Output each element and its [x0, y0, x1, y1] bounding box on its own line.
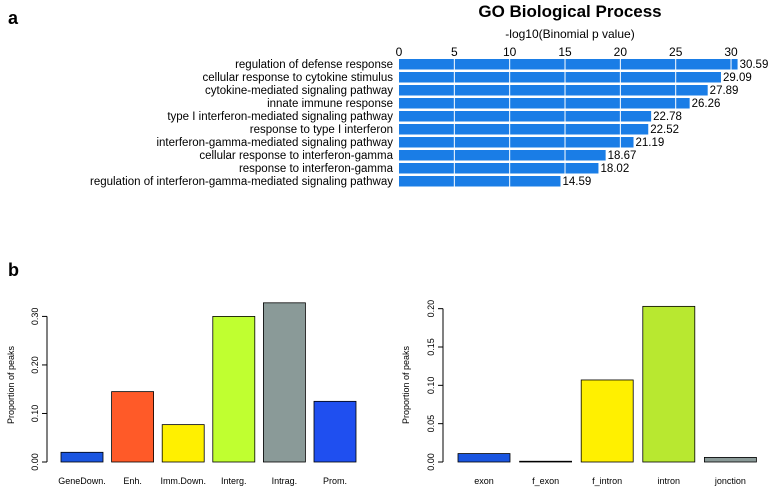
go-chart-bars: [399, 59, 738, 187]
left-chart-y-tick-label: 0.30: [30, 308, 40, 326]
go-value-label: 14.59: [562, 176, 591, 188]
left-chart-y-tick-label: 0.00: [30, 453, 40, 471]
go-bar: [399, 85, 708, 96]
left-chart-bar: [111, 391, 154, 463]
left-chart-bar: [212, 316, 256, 463]
go-bar: [399, 59, 738, 70]
panel-letter-b: b: [8, 260, 19, 280]
go-term-label: cellular response to cytokine stimulus: [203, 72, 394, 84]
go-term-label: regulation of defense response: [235, 59, 393, 71]
go-x-tick-label: 30: [724, 45, 738, 59]
right-chart-bar: [704, 456, 757, 463]
right-chart-y-tick-label: 0.00: [426, 453, 436, 471]
go-term-label: cellular response to interferon-gamma: [199, 150, 393, 162]
left-chart-bar: [262, 302, 306, 463]
go-bar: [399, 72, 721, 83]
left-chart-bar: [60, 451, 104, 463]
go-x-tick-label: 15: [558, 45, 572, 59]
right-chart-bar: [457, 453, 511, 463]
go-chart-gridlines: [453, 59, 732, 187]
right-chart-category-label: f_exon: [532, 476, 559, 486]
go-x-tick-label: 10: [503, 45, 517, 59]
right-chart-y-tick-label: 0.10: [426, 377, 436, 395]
right-chart-y-tick-label: 0.20: [426, 300, 436, 318]
go-bar: [399, 98, 690, 109]
go-chart-title: GO Biological Process: [478, 2, 661, 21]
go-value-label: 26.26: [692, 98, 721, 110]
go-bar: [399, 176, 561, 187]
right-chart-ylabel: Proportion of peaks: [401, 345, 411, 424]
right-chart-category-label: jonction: [714, 476, 746, 486]
go-value-label: 22.78: [653, 111, 682, 123]
right-chart-y-tick-label: 0.15: [426, 338, 436, 356]
left-chart-category-label: Prom.: [323, 476, 347, 486]
right-chart-category-label: f_intron: [592, 476, 622, 486]
go-bar: [399, 150, 606, 161]
go-value-label: 18.67: [608, 150, 637, 162]
go-biological-process-chart: GO Biological Process -log10(Binomial p …: [90, 2, 768, 188]
right-chart-category-label: exon: [474, 476, 494, 486]
right-chart-y-tick-label: 0.05: [426, 415, 436, 433]
left-chart-ylabel: Proportion of peaks: [6, 345, 16, 424]
go-chart-x-ticks: 0 5 10 15 20 25 30: [396, 45, 738, 59]
left-chart-category-label: GeneDown.: [58, 476, 106, 486]
go-value-label: 21.19: [636, 137, 665, 149]
gene-feature-peaks-chart: Proportion of peaks 0.00 0.05 0.10 0.15 0.20…: [401, 300, 757, 486]
go-value-label: 27.89: [710, 85, 739, 97]
left-chart-y-tick-label: 0.20: [30, 356, 40, 374]
right-chart-category-label: intron: [658, 476, 681, 486]
go-bar: [399, 124, 649, 135]
go-value-label: 22.52: [650, 124, 679, 136]
go-x-tick-label: 0: [396, 45, 403, 59]
left-chart-category-label: Intrag.: [272, 476, 298, 486]
left-chart-category-label: Interg.: [221, 476, 247, 486]
left-chart-category-label: Imm.Down.: [160, 476, 206, 486]
go-bar: [399, 163, 599, 174]
go-x-tick-label: 5: [451, 45, 458, 59]
go-term-label: type I interferon-mediated signaling pat…: [167, 111, 393, 123]
go-chart-xlabel: -log10(Binomial p value): [505, 27, 634, 41]
go-bar: [399, 137, 634, 148]
go-value-label: 30.59: [740, 59, 769, 71]
genomic-region-peaks-chart: Proportion of peaks 0.00 0.10 0.20 0.30 Gene…: [6, 302, 357, 486]
panel-letter-a: a: [8, 8, 19, 28]
go-x-tick-label: 25: [669, 45, 683, 59]
go-value-label: 29.09: [723, 72, 752, 84]
go-term-label: interferon-gamma-mediated signaling path…: [156, 137, 393, 149]
go-x-tick-label: 20: [614, 45, 628, 59]
go-term-label: regulation of interferon-gamma-mediated …: [90, 176, 393, 188]
left-chart-category-label: Enh.: [123, 476, 142, 486]
right-chart-bar: [519, 460, 572, 463]
go-term-label: cytokine-mediated signaling pathway: [205, 85, 393, 97]
right-chart-bar: [642, 305, 696, 463]
go-term-label: innate immune response: [267, 98, 393, 110]
go-term-label: response to type I interferon: [250, 124, 393, 136]
left-chart-bar: [313, 400, 357, 463]
left-chart-y-tick-label: 0.10: [30, 405, 40, 423]
go-value-label: 18.02: [600, 163, 629, 175]
go-term-label: response to interferon-gamma: [239, 163, 394, 175]
left-chart-bar: [161, 424, 205, 463]
right-chart-bar: [580, 379, 634, 463]
go-bar: [399, 111, 652, 122]
